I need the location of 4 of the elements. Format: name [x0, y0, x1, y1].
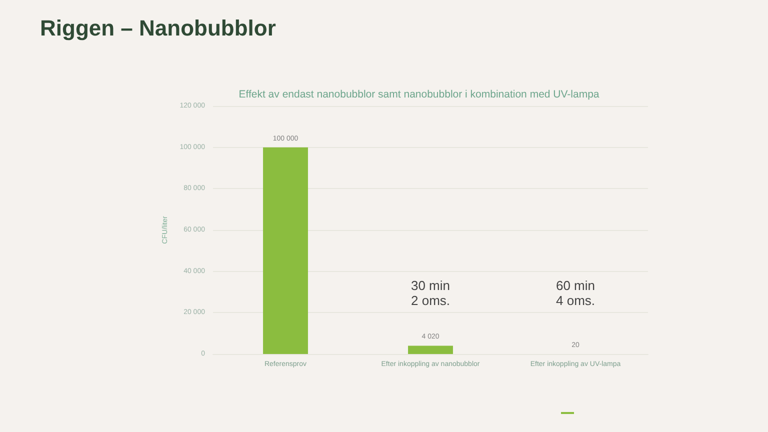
- annotation: 60 min 4 oms.: [556, 278, 596, 308]
- chart-title: Riggen – Nanobubblor: [40, 16, 276, 40]
- annotation: 30 min 2 oms.: [410, 278, 450, 308]
- chart-subtitle: Effekt av endast nanobubblor samt nanobubblor i kombination med UV-lampa: [238, 88, 600, 100]
